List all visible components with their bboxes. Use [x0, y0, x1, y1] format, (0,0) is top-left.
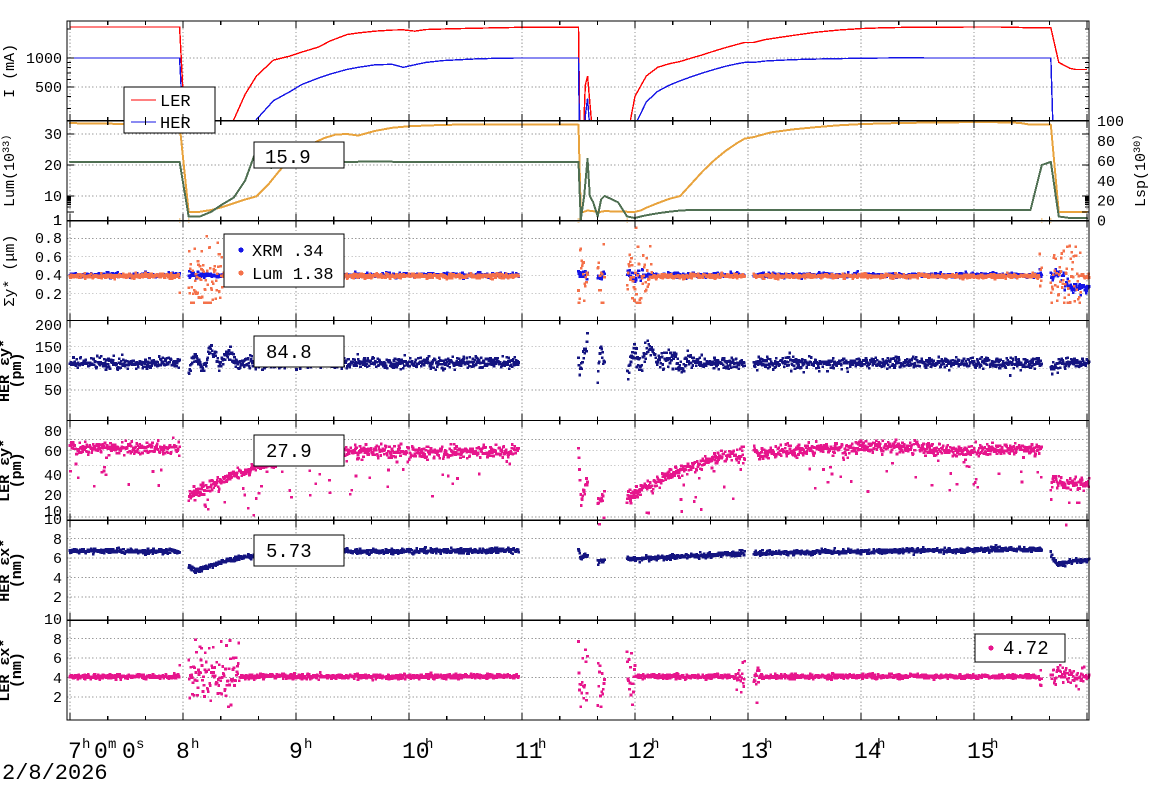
svg-text:4: 4: [53, 571, 62, 588]
svg-text:h: h: [877, 737, 885, 753]
svg-text:0.4: 0.4: [35, 268, 62, 285]
svg-text:I (mA): I (mA): [2, 44, 19, 98]
svg-text:10: 10: [44, 512, 62, 529]
svg-text:0.8: 0.8: [35, 231, 62, 248]
svg-text:Σy* (μm): Σy* (μm): [2, 235, 19, 307]
svg-text:60: 60: [44, 444, 62, 461]
svg-text:h: h: [304, 737, 312, 753]
svg-text:h: h: [651, 737, 659, 753]
svg-text:80: 80: [1097, 134, 1115, 151]
svg-text:4: 4: [53, 671, 62, 688]
svg-text:8: 8: [53, 632, 62, 649]
svg-text:(nm): (nm): [9, 652, 26, 688]
svg-text:20: 20: [1097, 194, 1115, 211]
svg-text:20: 20: [44, 158, 62, 175]
svg-text:40: 40: [44, 468, 62, 485]
svg-text:h: h: [990, 737, 998, 753]
svg-text:2/8/2026: 2/8/2026: [2, 761, 108, 782]
svg-text:50: 50: [44, 383, 62, 400]
svg-text:(nm): (nm): [9, 552, 26, 588]
svg-text:5.73: 5.73: [266, 541, 312, 563]
svg-text:m: m: [108, 737, 116, 753]
svg-text:100: 100: [1097, 114, 1124, 131]
svg-text:60: 60: [1097, 154, 1115, 171]
svg-text:30: 30: [44, 127, 62, 144]
svg-text:150: 150: [35, 340, 62, 357]
svg-text:10: 10: [44, 612, 62, 629]
svg-text:2: 2: [53, 690, 62, 707]
svg-text:4.72: 4.72: [1003, 638, 1049, 660]
svg-text:HER: HER: [160, 115, 191, 134]
svg-text:h: h: [425, 737, 433, 753]
svg-text:0.6: 0.6: [35, 250, 62, 267]
svg-text:20: 20: [44, 488, 62, 505]
svg-text:0: 0: [1097, 214, 1106, 231]
svg-text:XRM .34: XRM .34: [252, 243, 323, 262]
svg-text:200: 200: [35, 318, 62, 335]
svg-text:2: 2: [53, 590, 62, 607]
svg-text:(pm): (pm): [9, 452, 26, 488]
svg-text:1000: 1000: [26, 51, 62, 68]
svg-text:6: 6: [53, 651, 62, 668]
svg-text:500: 500: [35, 80, 62, 97]
svg-text:9: 9: [289, 739, 303, 765]
svg-text:Lum 1.38: Lum 1.38: [252, 266, 334, 285]
svg-text:15.9: 15.9: [265, 147, 311, 169]
svg-text:s: s: [136, 737, 144, 753]
svg-text:h: h: [82, 737, 90, 753]
svg-text:80: 80: [44, 424, 62, 441]
svg-text:0.2: 0.2: [35, 287, 62, 304]
svg-text:0: 0: [122, 739, 136, 765]
svg-text:LER: LER: [160, 93, 191, 112]
svg-text:1: 1: [53, 213, 62, 230]
svg-text:(pm): (pm): [9, 352, 26, 388]
svg-text:27.9: 27.9: [266, 441, 312, 463]
svg-text:8: 8: [176, 739, 190, 765]
svg-text:h: h: [764, 737, 772, 753]
svg-text:40: 40: [1097, 174, 1115, 191]
svg-text:h: h: [191, 737, 199, 753]
svg-text:10: 10: [44, 189, 62, 206]
svg-text:h: h: [538, 737, 546, 753]
svg-text:8: 8: [53, 532, 62, 549]
svg-text:84.8: 84.8: [266, 342, 312, 364]
svg-text:100: 100: [35, 361, 62, 378]
svg-text:6: 6: [53, 551, 62, 568]
